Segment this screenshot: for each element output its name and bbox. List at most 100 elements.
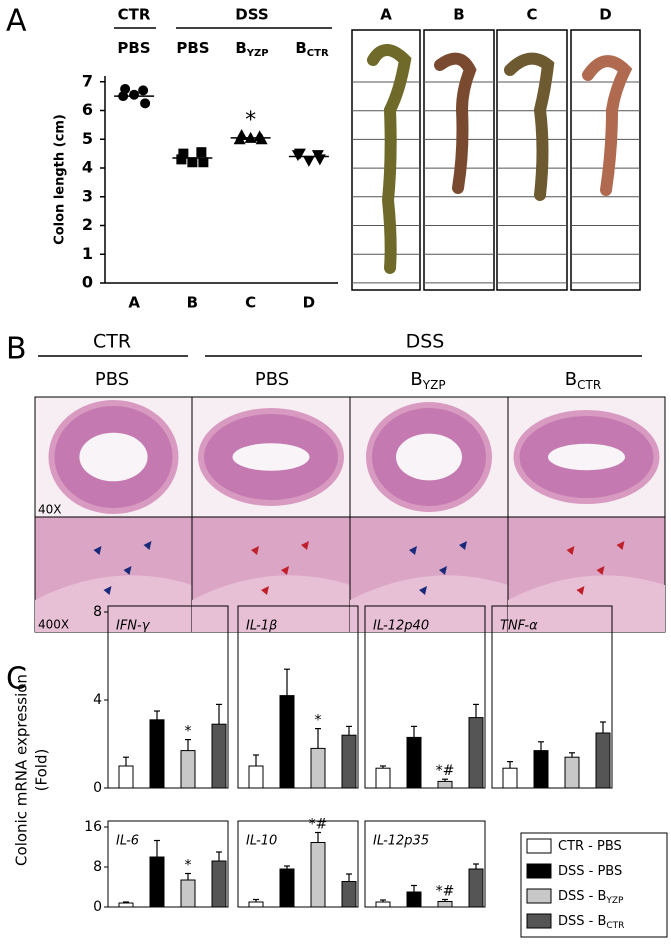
chart-title: IL-12p35 [373,834,429,849]
treatment-header: BYZP [410,369,445,392]
treatment-header: PBS [95,369,129,390]
treatment-header-base: B [410,369,422,390]
y-tick-label: 0 [93,899,102,915]
y-axis-label: Colon length (cm) [53,114,68,245]
chart-title: TNF-α [500,619,538,634]
treatment-header: PBS [255,369,289,390]
data-point [176,154,187,165]
bar [437,780,453,789]
treatment-header-base: PBS [176,39,209,57]
bar [406,736,422,789]
legend-label-base: DSS - B [558,914,606,929]
photo-label: B [453,6,464,24]
annotation: * [185,858,192,874]
treatment-header: BCTR [295,39,329,60]
lumen [548,443,625,471]
legend-label: DSS - BCTR [558,914,624,931]
annotation: *# [436,884,455,900]
y-tick-label: 7 [82,71,93,90]
y-tick-label: 4 [93,692,102,708]
legend-label-sub: YZP [605,896,624,906]
y-tick-label: 0 [93,780,102,796]
bar [149,856,165,908]
bar [279,695,295,789]
plot-frame [237,605,359,789]
bar [502,767,518,789]
bar [437,901,453,908]
colon-photo [582,55,633,196]
tissue-band [508,575,665,632]
chart-title: IL-6 [116,834,139,849]
treatment-header: BYZP [235,39,268,60]
annotation: *# [309,817,328,833]
bar [279,868,295,908]
y-tick-label: 8 [93,859,102,875]
arrowhead [409,546,417,555]
tissue-band [350,575,508,632]
data-point [291,150,304,162]
plot-frame [491,605,613,789]
arrowhead [301,541,309,550]
magnification-label: 400X [38,618,69,632]
x-tick-label: B [187,294,198,312]
x-tick-label: A [128,294,140,312]
panel-label: B [6,332,27,367]
legend-swatch [526,888,552,904]
treatment-header: BCTR [565,369,601,392]
treatment-header-sub: CTR [577,378,601,392]
annotation: * [315,713,322,729]
bar [533,750,549,789]
legend-swatch [526,863,552,879]
bar [211,860,227,908]
plot-frame [107,605,229,789]
treatment-header: PBS [117,39,150,57]
tissue-band [35,575,192,632]
data-point [140,98,151,109]
legend-label-sub: CTR [606,921,624,931]
arrowhead [566,546,575,555]
y-tick-label: 6 [82,100,93,119]
group-header: CTR [93,331,131,353]
annotation: * [185,724,192,740]
arrowhead [93,546,102,555]
bar [468,868,484,908]
chart-title: IL-1β [246,619,277,634]
bar [375,901,391,908]
legend-swatch [526,913,552,929]
legend-label-base: DSS - B [558,889,606,904]
group-header: CTR [118,6,151,24]
annotation: * [245,108,256,133]
y-axis-label: Colonic mRNA expression [13,674,31,866]
bar [118,765,134,789]
treatment-header-sub: CTR [307,48,329,59]
colon-photo [504,52,555,201]
bar [595,732,611,789]
arrowhead [459,541,467,550]
legend-label: CTR - PBS [558,839,622,854]
chart-title: IFN-γ [116,619,151,634]
legend-label: DSS - BYZP [558,889,624,906]
lumen [232,443,310,471]
treatment-header-base: PBS [95,369,129,390]
arrowhead [143,541,152,550]
arrowhead [419,586,427,595]
data-point [138,85,149,96]
plot-frame [364,605,486,789]
group-header: DSS [235,6,268,24]
y-axis-label: (Fold) [33,749,51,792]
magnification-label: 40X [38,503,62,517]
bar [248,765,264,789]
arrowhead [439,566,447,575]
chart-title: IL-10 [246,834,277,849]
data-point [196,147,207,158]
arrowhead [251,546,259,555]
plot-frame [364,820,486,908]
treatment-header-base: B [295,39,306,57]
colon-photos: A B C D [351,6,641,291]
arrowhead [261,586,269,595]
bar [310,747,326,789]
bar [406,891,422,908]
bar [564,756,580,789]
